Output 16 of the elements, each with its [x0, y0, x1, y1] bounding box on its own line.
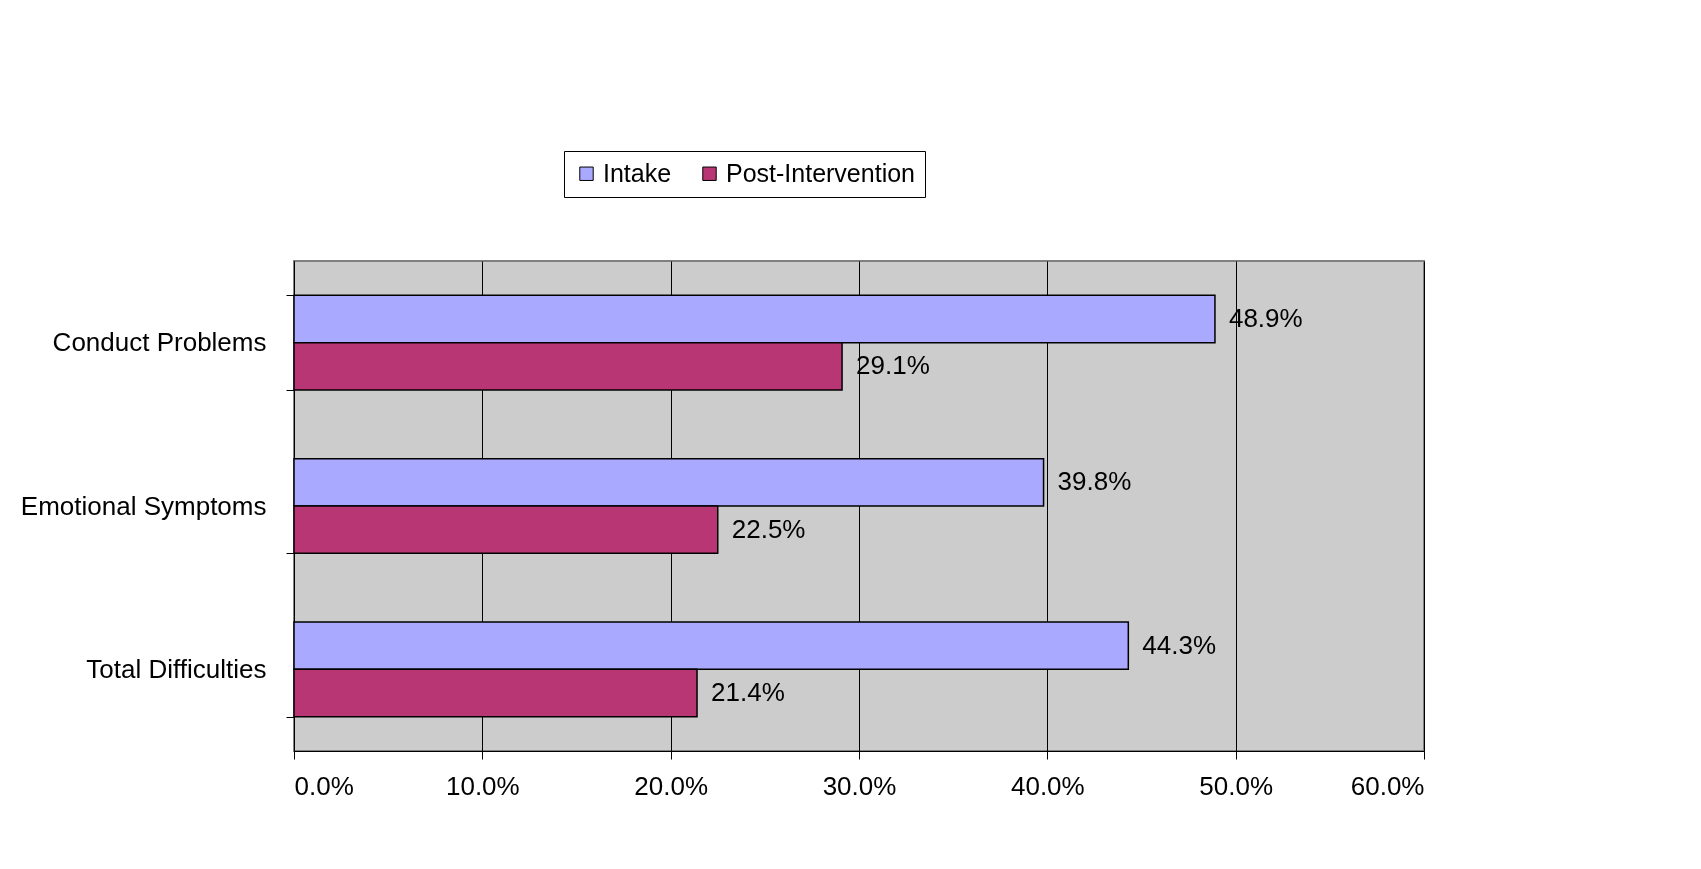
data-label: 39.8% — [1057, 466, 1132, 497]
data-label: 22.5% — [731, 513, 806, 544]
x-tick-label: 50.0% — [1199, 770, 1274, 801]
y-tick-label: Emotional Symptoms — [20, 490, 267, 521]
x-tick-label: 10.0% — [445, 770, 520, 801]
legend-label: Intake — [603, 158, 672, 187]
x-tick-label: 60.0% — [1350, 770, 1425, 801]
legend-label: Post-Intervention — [726, 158, 915, 187]
y-tick-label: Total Difficulties — [86, 653, 267, 684]
x-tick-label: 40.0% — [1010, 770, 1085, 801]
data-label: 21.4% — [711, 677, 785, 708]
x-tick-label: 0.0% — [294, 770, 354, 801]
data-label: 44.3% — [1142, 629, 1217, 660]
x-tick-label: 30.0% — [822, 770, 897, 801]
y-tick-label: Conduct Problems — [52, 327, 267, 358]
x-tick-label: 20.0% — [634, 770, 709, 801]
